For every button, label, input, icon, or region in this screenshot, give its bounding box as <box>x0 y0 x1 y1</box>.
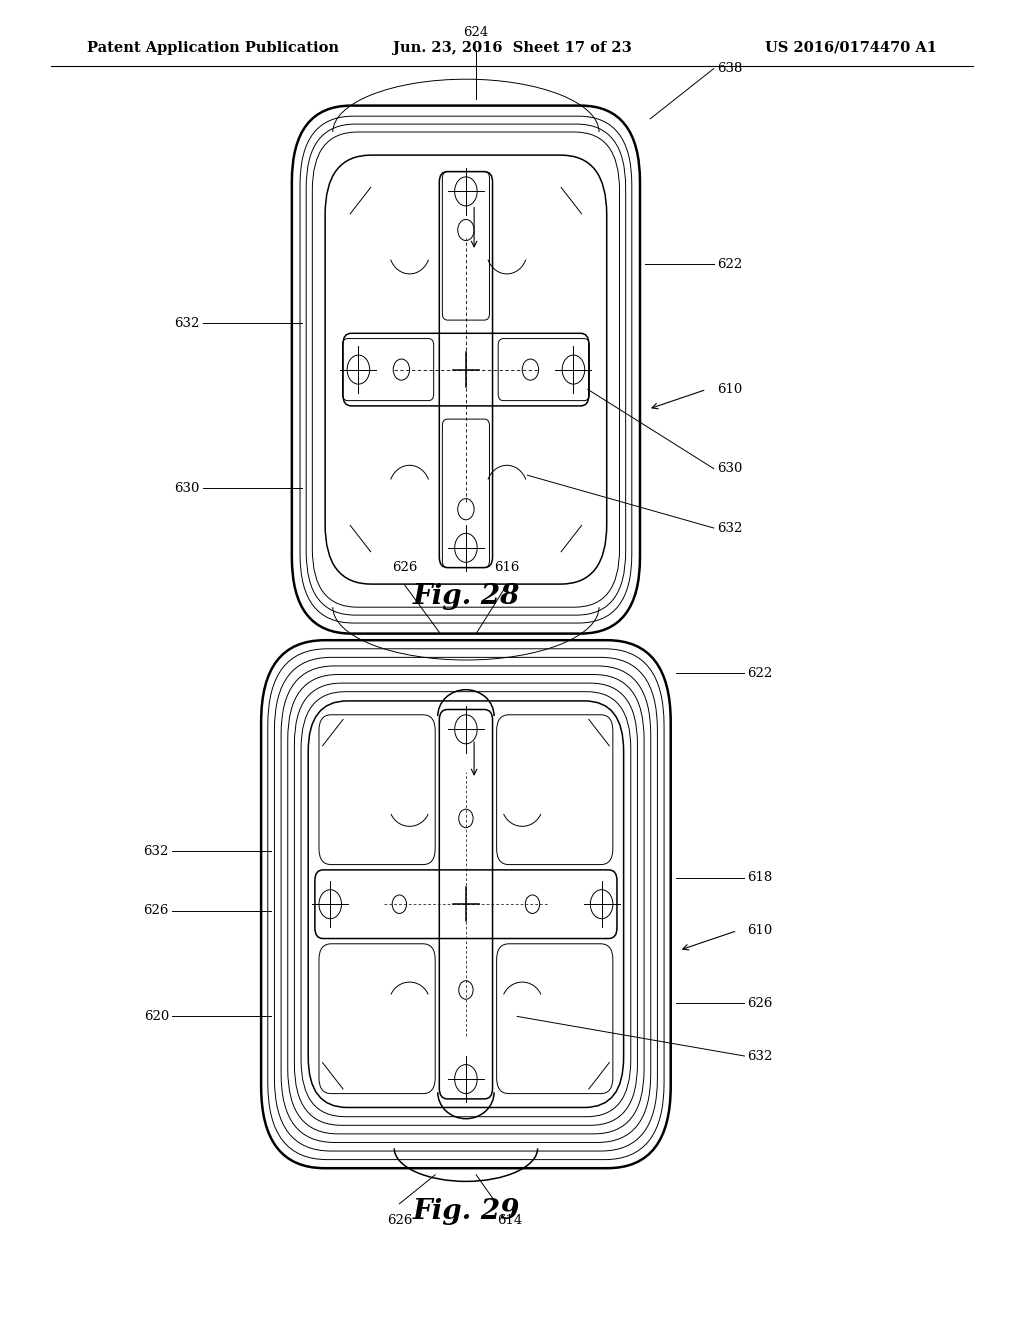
Text: 610: 610 <box>748 924 773 937</box>
Text: 632: 632 <box>748 1049 773 1063</box>
Text: Fig. 28: Fig. 28 <box>413 583 519 610</box>
Text: 622: 622 <box>717 257 742 271</box>
Text: 632: 632 <box>174 317 200 330</box>
Text: 638: 638 <box>717 62 742 75</box>
Text: 626: 626 <box>387 1214 412 1228</box>
Text: 620: 620 <box>143 1010 169 1023</box>
Text: 630: 630 <box>717 462 742 475</box>
Text: 632: 632 <box>717 521 742 535</box>
Text: 626: 626 <box>392 561 417 574</box>
Text: 614: 614 <box>497 1214 522 1228</box>
Text: 622: 622 <box>748 667 773 680</box>
Text: 632: 632 <box>143 845 169 858</box>
Text: Jun. 23, 2016  Sheet 17 of 23: Jun. 23, 2016 Sheet 17 of 23 <box>392 41 632 54</box>
Text: Patent Application Publication: Patent Application Publication <box>87 41 339 54</box>
Text: 626: 626 <box>143 904 169 917</box>
Text: 626: 626 <box>748 997 773 1010</box>
Text: Fig. 29: Fig. 29 <box>413 1199 519 1225</box>
Text: 624: 624 <box>464 26 488 40</box>
Text: US 2016/0174470 A1: US 2016/0174470 A1 <box>765 41 937 54</box>
Text: 630: 630 <box>174 482 200 495</box>
Text: 610: 610 <box>717 383 742 396</box>
Text: 618: 618 <box>748 871 773 884</box>
Text: 616: 616 <box>495 561 519 574</box>
